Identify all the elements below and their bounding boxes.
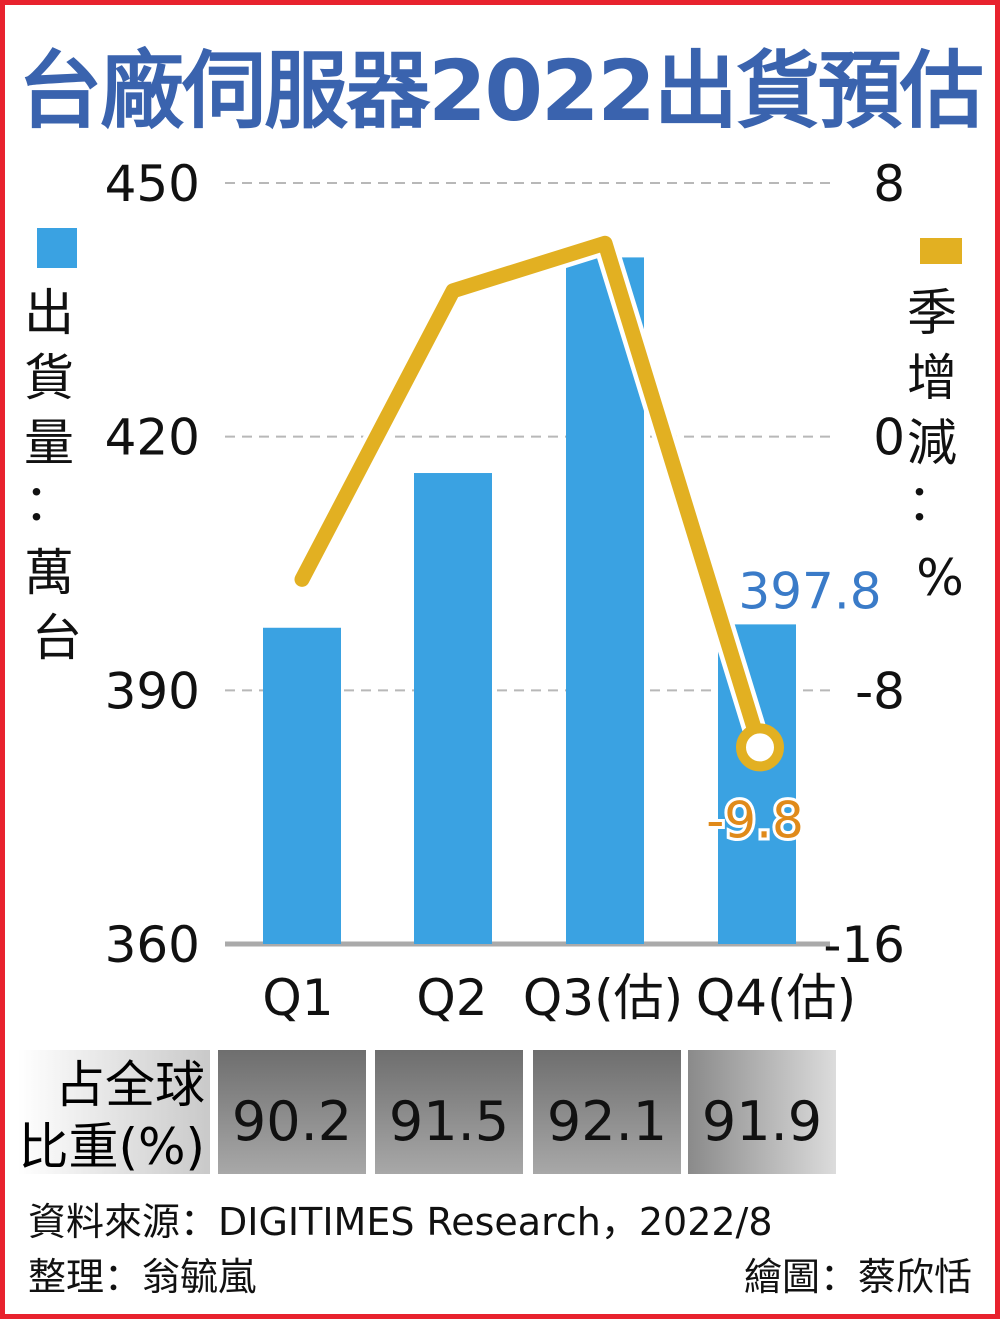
category-label: Q3(估) — [523, 969, 683, 1027]
line-end-marker — [736, 723, 784, 772]
share-cell — [218, 1050, 366, 1174]
line-halo — [290, 231, 772, 760]
bar — [566, 257, 644, 944]
share-label-cell — [18, 1050, 210, 1174]
category-label: Q4(估) — [696, 969, 856, 1027]
right-tick-label: 0 — [873, 409, 905, 467]
bar-series — [263, 257, 796, 944]
line-path — [294, 235, 768, 755]
bar — [263, 627, 341, 944]
line-value-label: -9.8 — [706, 791, 804, 849]
left-tick-label: 360 — [105, 916, 200, 974]
category-labels: Q1 Q2 Q3(估) Q4(估) — [262, 969, 856, 1027]
share-label-line2: 比重(%) — [18, 1118, 205, 1176]
left-axis-label: 出 貨 量 ： 萬 台 — [24, 284, 90, 667]
right-tick-label: -8 — [855, 662, 905, 720]
share-cell — [533, 1050, 681, 1174]
left-tick-label: 390 — [105, 662, 200, 720]
line-series — [290, 231, 784, 772]
illustrator-credit: 繪圖：蔡欣恬 — [744, 1255, 972, 1299]
share-cell — [375, 1050, 523, 1174]
right-tick-label: -16 — [823, 916, 905, 974]
share-value: 91.5 — [389, 1090, 509, 1153]
share-table: 占全球 比重(%) 90.2 91.5 92.1 91.9 — [18, 1050, 836, 1176]
right-axis-label: 季 增 減 ： % — [907, 284, 973, 607]
left-tick-label: 450 — [105, 155, 200, 213]
left-tick-label: 420 — [105, 409, 200, 467]
chart-title: 台廠伺服器2022出貨預估 — [18, 42, 982, 140]
category-label: Q2 — [416, 969, 487, 1027]
source-text: 資料來源：DIGITIMES Research，2022/8 — [28, 1200, 773, 1244]
axis-ticks: 360 390 420 450 -16 -8 0 8 — [105, 155, 905, 974]
legend-line-swatch — [920, 238, 962, 264]
legend-bar-swatch — [37, 228, 77, 268]
share-value: 91.9 — [702, 1090, 822, 1153]
right-tick-label: 8 — [873, 155, 905, 213]
category-label: Q1 — [262, 969, 333, 1027]
editor-credit: 整理：翁毓嵐 — [28, 1255, 256, 1299]
share-label-line1: 占全球 — [55, 1056, 205, 1114]
bar-value-label: 397.8 — [738, 562, 881, 620]
share-value: 92.1 — [547, 1090, 667, 1153]
bar — [414, 473, 492, 944]
share-cell — [688, 1050, 836, 1174]
share-value: 90.2 — [232, 1090, 352, 1153]
